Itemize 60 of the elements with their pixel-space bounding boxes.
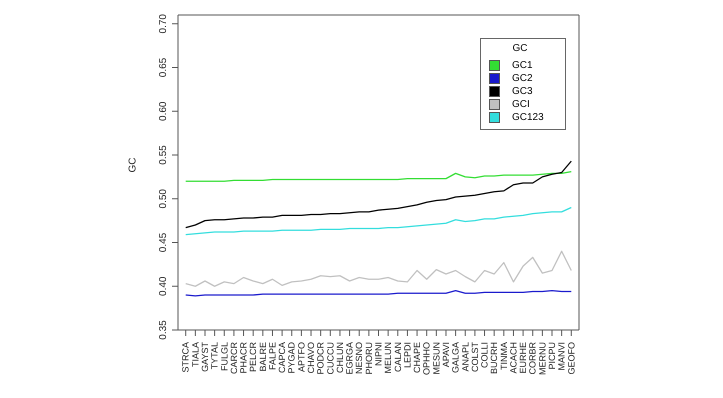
- x-tick-label: NIPNI: [374, 342, 384, 366]
- x-tick-label: FALPE: [267, 342, 278, 370]
- x-tick-label: GALGA: [450, 342, 461, 374]
- x-tick-label: PICPU: [547, 342, 558, 370]
- x-tick-label: BUCRH: [489, 342, 500, 374]
- legend-title: GC: [512, 43, 528, 54]
- y-tick-label: 0.35: [158, 320, 169, 340]
- x-tick-label: NESNO: [354, 342, 364, 374]
- line-series: [185, 160, 572, 228]
- y-tick-label: 0.50: [158, 188, 169, 208]
- x-tick-label: APTFO: [296, 342, 306, 372]
- x-tick-label: EURHE: [518, 342, 528, 374]
- x-tick-label: MANVI: [556, 342, 567, 371]
- x-tick-label: COLLI: [480, 342, 490, 368]
- x-tick-label: FULGL: [219, 342, 230, 372]
- x-tick-label: TIALA: [190, 342, 200, 368]
- x-tick-label: PHACR: [238, 342, 249, 374]
- x-tick-label: GAYST: [200, 342, 210, 372]
- x-tick-label: TINMA: [498, 342, 509, 370]
- legend-label: GCI: [512, 99, 530, 110]
- y-tick-label: 0.45: [158, 232, 169, 252]
- y-tick-label: 0.65: [158, 57, 169, 78]
- line-series: [185, 206, 572, 236]
- y-axis-title: GC: [128, 158, 139, 172]
- x-tick-label: COLST: [470, 342, 480, 372]
- x-tick-label: MESUN: [431, 342, 442, 375]
- x-tick-label: TYTAL: [210, 342, 220, 370]
- x-tick-label: CHAPE: [412, 342, 422, 374]
- x-tick-label: PELCR: [248, 342, 258, 372]
- x-tick-label: CUCCU: [325, 342, 336, 374]
- y-tick-label: 0.70: [158, 14, 169, 34]
- x-tick-label: PHORU: [364, 342, 374, 375]
- x-tick-label: CALAN: [392, 342, 403, 372]
- x-tick-label: CHAVO: [306, 342, 316, 374]
- y-tick-label: 0.55: [158, 144, 169, 165]
- x-tick-label: GEOFO: [566, 342, 576, 375]
- legend-label: GC3: [512, 86, 533, 97]
- line-series: [185, 250, 572, 287]
- line-series: [185, 170, 572, 182]
- x-tick-label: LEPDI: [402, 342, 412, 368]
- legend-label: GC1: [512, 60, 533, 71]
- x-tick-label: ACACH: [508, 342, 518, 374]
- x-tick-label: ANAPL: [460, 342, 470, 372]
- x-tick-label: APAVI: [440, 342, 451, 368]
- legend-label: GC123: [512, 112, 544, 123]
- x-tick-label: MERNU: [537, 342, 548, 375]
- x-tick-label: PYGAD: [286, 342, 297, 374]
- x-tick-label: CARCR: [228, 342, 239, 374]
- x-tick-label: CHLUN: [334, 342, 345, 374]
- x-tick-label: BALRE: [258, 342, 268, 372]
- y-tick-label: 0.40: [158, 276, 169, 296]
- x-tick-label: OPHHO: [422, 342, 432, 376]
- legend-label: GC2: [512, 73, 533, 84]
- x-tick-label: MELUN: [383, 342, 394, 374]
- x-tick-label: CORBR: [528, 342, 538, 375]
- x-tick-label: EGRGA: [344, 342, 355, 375]
- y-tick-label: 0.60: [158, 101, 169, 121]
- x-tick-label: STRCA: [180, 342, 191, 373]
- x-tick-label: CAPCA: [277, 342, 288, 374]
- x-tick-label: PODCR: [316, 342, 326, 375]
